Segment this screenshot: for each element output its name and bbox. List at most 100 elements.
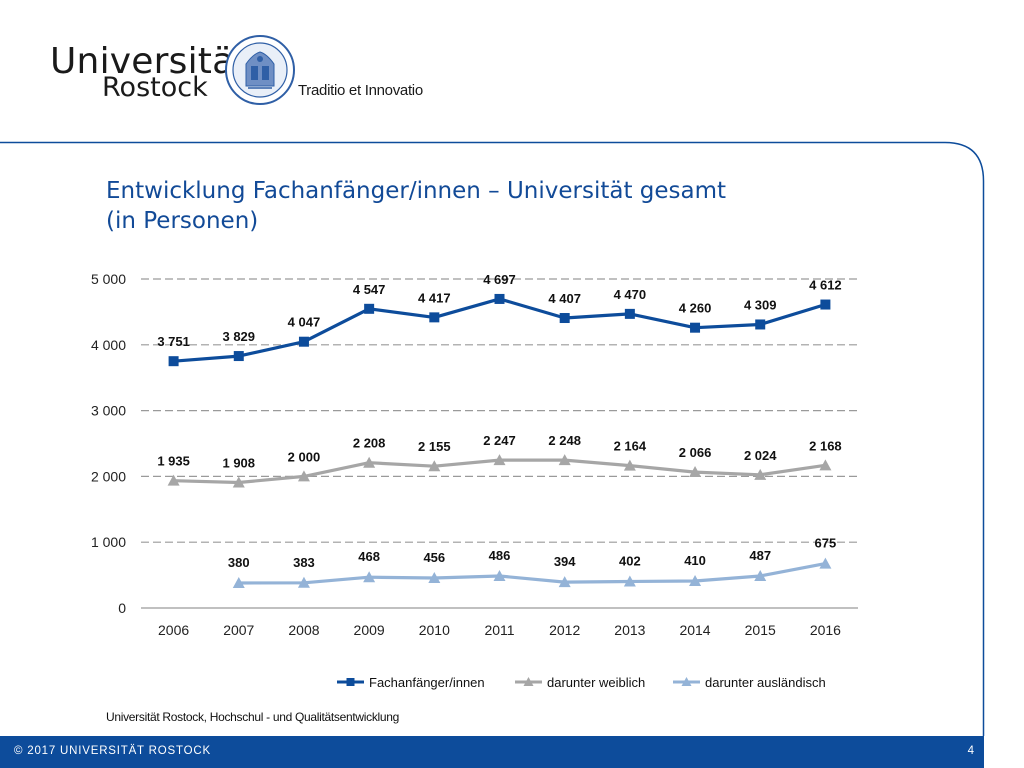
x-tick-label: 2014: [679, 622, 710, 638]
data-point: [690, 322, 701, 333]
data-label: 2 024: [744, 448, 777, 463]
data-label: 675: [815, 536, 837, 551]
data-point: [428, 460, 441, 472]
data-label: 394: [554, 554, 576, 569]
x-tick-label: 2009: [354, 622, 385, 638]
series-line: [173, 297, 826, 363]
data-label: 1 935: [157, 454, 190, 469]
y-tick-label: 3 000: [91, 403, 126, 419]
data-label: 4 697: [483, 272, 516, 287]
motto-text: Traditio et Innovatio: [298, 82, 423, 99]
legend-label: darunter ausländisch: [705, 675, 826, 690]
data-point: [233, 351, 244, 362]
university-logo: Universität Rostock Traditio et Innovati…: [50, 30, 430, 120]
data-point: [232, 476, 245, 488]
data-label: 4 407: [548, 291, 581, 306]
data-label: 456: [423, 550, 445, 565]
data-point: [297, 470, 310, 482]
x-tick-label: 2013: [614, 622, 645, 638]
data-label: 487: [749, 548, 771, 563]
data-point: [493, 454, 506, 466]
y-tick-label: 1 000: [91, 534, 126, 550]
data-label: 4 309: [744, 297, 777, 312]
data-point: [167, 474, 180, 486]
slide-title-line1: Entwicklung Fachanfänger/innen – Univers…: [106, 178, 727, 204]
data-label: 410: [684, 553, 706, 568]
data-label: 2 155: [418, 439, 451, 454]
slide-title: Entwicklung Fachanfänger/innen – Univers…: [106, 176, 866, 236]
slide-title-line2: (in Personen): [106, 208, 259, 234]
data-point: [558, 576, 571, 588]
legend-marker: [523, 677, 534, 686]
data-point: [364, 303, 375, 314]
legend-label: darunter weiblich: [547, 675, 645, 690]
x-tick-label: 2006: [158, 622, 189, 638]
data-label: 2 248: [548, 433, 581, 448]
x-tick-label: 2012: [549, 622, 580, 638]
university-seal-icon: [225, 35, 295, 105]
data-point: [623, 459, 636, 471]
data-point: [297, 576, 310, 588]
data-label: 2 208: [353, 436, 386, 451]
data-label: 4 417: [418, 290, 451, 305]
copyright-text: © 2017 UNIVERSITÄT ROSTOCK: [14, 745, 211, 757]
data-label: 2 000: [288, 449, 321, 464]
data-label: 1 908: [222, 455, 255, 470]
data-point: [820, 299, 831, 310]
data-label: 402: [619, 554, 641, 569]
logo-wordmark-line2: Rostock: [102, 72, 208, 103]
source-note: Universität Rostock, Hochschul - und Qua…: [106, 710, 400, 724]
data-point: [429, 312, 440, 323]
x-tick-label: 2010: [419, 622, 450, 638]
data-point: [494, 293, 505, 304]
x-tick-label: 2007: [223, 622, 254, 638]
data-point: [754, 468, 767, 480]
footer-bar: © 2017 UNIVERSITÄT ROSTOCK 4: [0, 736, 984, 768]
data-label: 486: [489, 548, 511, 563]
data-point: [298, 336, 309, 347]
page-number: 4: [967, 745, 974, 757]
data-label: 2 168: [809, 438, 842, 453]
data-label: 2 066: [679, 445, 712, 460]
data-label: 4 612: [809, 278, 842, 293]
data-label: 380: [228, 555, 250, 570]
data-point: [754, 569, 767, 581]
data-point: [363, 571, 376, 583]
data-point: [819, 557, 832, 569]
x-tick-label: 2008: [288, 622, 319, 638]
data-label: 4 260: [679, 301, 712, 316]
data-label: 4 047: [288, 315, 321, 330]
data-point: [559, 313, 570, 324]
x-tick-label: 2016: [810, 622, 841, 638]
y-tick-label: 2 000: [91, 468, 126, 484]
x-tick-label: 2011: [484, 622, 514, 638]
x-tick-label: 2015: [745, 622, 776, 638]
legend-label: Fachanfänger/innen: [369, 675, 485, 690]
data-label: 4 470: [614, 287, 647, 302]
data-point: [428, 571, 441, 583]
y-tick-label: 5 000: [91, 271, 126, 287]
data-point: [232, 576, 245, 588]
data-point: [689, 575, 702, 587]
data-label: 4 547: [353, 282, 386, 297]
data-point: [363, 456, 376, 468]
data-label: 3 751: [157, 334, 190, 349]
data-point: [168, 356, 179, 367]
legend-marker: [346, 678, 355, 686]
data-point: [689, 466, 702, 478]
data-point: [819, 459, 832, 471]
data-point: [493, 570, 506, 582]
data-label: 2 164: [614, 439, 647, 454]
logo-wordmark-line1: Universität: [50, 41, 249, 82]
data-label: 2 247: [483, 433, 516, 448]
data-point: [624, 308, 635, 319]
data-point: [623, 575, 636, 587]
data-label: 3 829: [222, 329, 255, 344]
legend-marker: [681, 677, 692, 686]
data-point: [558, 454, 571, 466]
data-label: 468: [358, 549, 380, 564]
data-point: [755, 319, 766, 330]
y-tick-label: 4 000: [91, 337, 126, 353]
